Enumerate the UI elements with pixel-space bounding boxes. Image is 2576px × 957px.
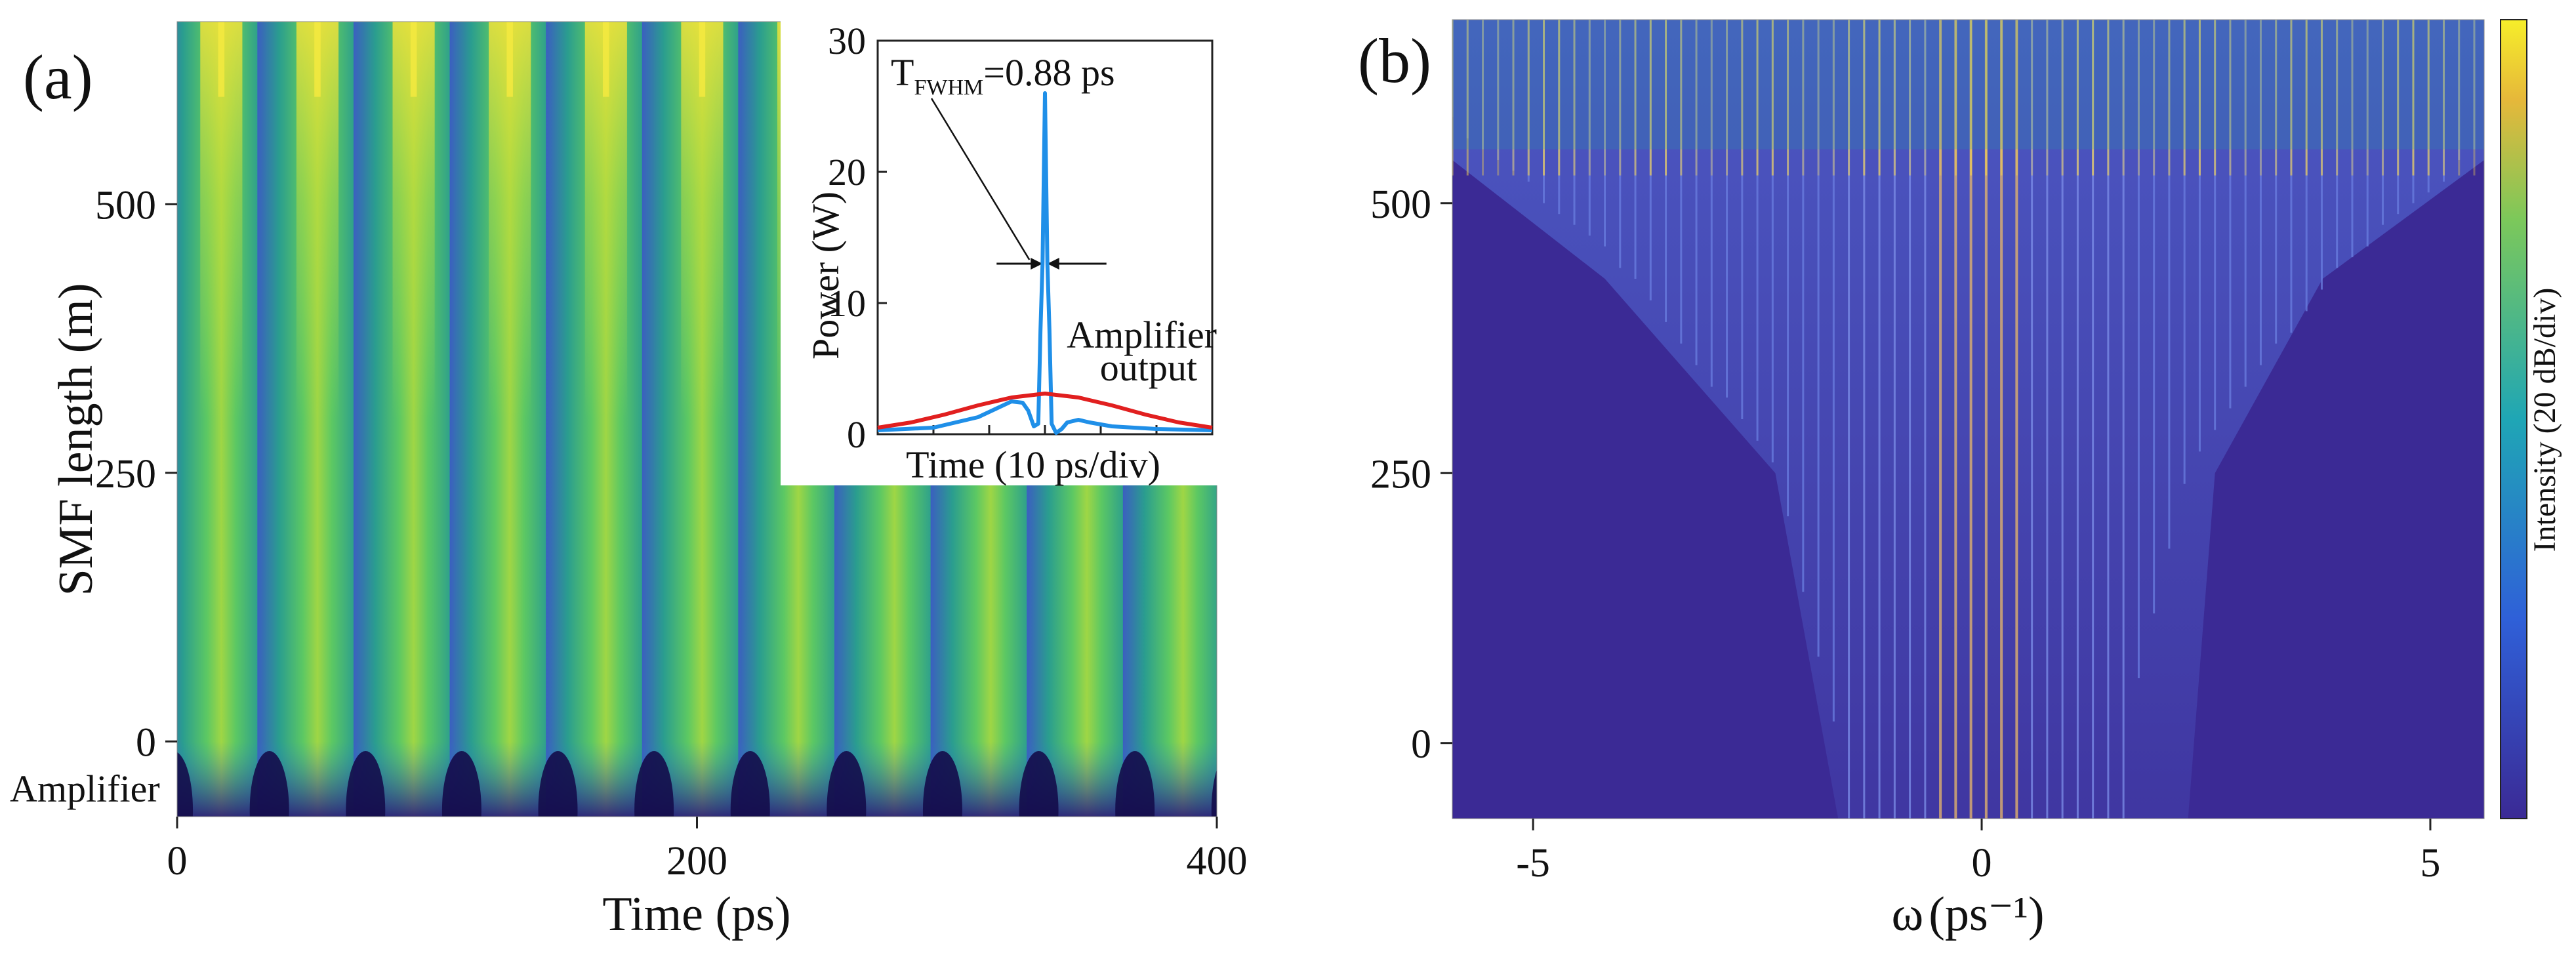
pulse-peak-line (410, 22, 417, 97)
fwhm-value: =0.88 ps (983, 51, 1114, 94)
plot-frame-b (1452, 19, 2485, 819)
inset-lines (877, 91, 1213, 435)
y-tick-label-a: 0 (136, 720, 156, 765)
inset-series-line (877, 91, 1213, 435)
fwhm-arrowhead-left (1031, 258, 1043, 270)
x-tick-label-a: 200 (666, 839, 727, 884)
x-tick-label-b: -5 (1516, 841, 1550, 886)
inset-amp-annotation-1: Amplifier (1067, 314, 1217, 356)
panel-label-b: (b) (1358, 26, 1431, 96)
amplifier-dip (177, 752, 194, 817)
inset-y-tick-label: 10 (828, 282, 866, 325)
amplifier-dip (1115, 751, 1155, 817)
inset-axes: 0 10 20 30 (828, 20, 1214, 456)
amplifier-region (177, 741, 1217, 817)
y-tick-label-a: 250 (95, 452, 156, 497)
x-axis-symbol-b: ω (1891, 887, 1923, 941)
inset-y-tick-label: 0 (847, 413, 866, 456)
y-tick-label-b: 0 (1411, 722, 1431, 767)
amplifier-dip (1019, 751, 1059, 817)
pulse-peak-line (218, 22, 225, 97)
inset-amp-annotation-2: output (1100, 346, 1197, 389)
inset-x-label: Time (10 ps/div) (906, 443, 1160, 486)
panel-b: -5 0 5 0 250 500 (b) ω (ps⁻¹) Intensity (20 dB… (1358, 19, 2562, 941)
amplifier-dip (634, 751, 674, 817)
amplifier-dip (249, 751, 289, 817)
fwhm-leader-line (930, 98, 1031, 260)
x-axis-units-b: (ps⁻¹) (1929, 887, 2044, 941)
x-axis-label-b: ω (ps⁻¹) (1891, 887, 2044, 941)
pulse-peak-line (603, 22, 609, 97)
x-tick-label-b: 0 (1972, 841, 1992, 886)
x-axis-label-a: Time (ps) (602, 887, 790, 941)
heatmap-b (1452, 20, 2484, 819)
y-tick-label-b: 250 (1370, 452, 1431, 497)
amplifier-dip (538, 751, 578, 817)
panel-label-a: (a) (23, 42, 93, 112)
y-tick-label-b: 500 (1370, 182, 1431, 227)
broadened-top-region (1452, 20, 2484, 150)
colorbar (2500, 19, 2527, 819)
fwhm-arrowhead-right (1047, 258, 1059, 270)
inset-y-tick-label: 30 (828, 20, 866, 62)
amplifier-label: Amplifier (10, 767, 160, 810)
inset-y-label: Power (W) (804, 192, 847, 359)
fwhm-subscript: FWHM (914, 75, 983, 100)
amplifier-dip (922, 751, 962, 817)
pulse-peak-line (314, 22, 321, 97)
x-tick-label-a: 400 (1187, 839, 1248, 884)
inset-fwhm-annotation: TFWHM=0.88 ps (891, 51, 1115, 100)
pulse-peak-line (506, 22, 513, 97)
inset-plot: 0 10 20 30 Power (W) Time (10 ps/div) TFWHM… (781, 0, 1227, 486)
y-axis-label-a: SMF length (m) (49, 283, 103, 596)
amplifier-dip (1211, 769, 1217, 817)
inset-y-tick-label: 20 (828, 151, 866, 193)
pulse-peak-line (699, 22, 706, 97)
fwhm-symbol: T (891, 51, 914, 94)
y-tick-label-a: 500 (95, 183, 156, 228)
axes-b: -5 0 5 0 250 500 (1370, 19, 2485, 886)
inset-series-line (877, 392, 1213, 430)
colorbar-label: Intensity (20 dB/div) (2527, 288, 2562, 552)
amplifier-dip (346, 751, 386, 817)
x-tick-label-b: 5 (2420, 841, 2440, 886)
amplifier-dip (441, 751, 481, 817)
amplifier-dip (827, 751, 867, 817)
spectral-broadening-region (1452, 20, 2484, 819)
amplifier-dip (730, 751, 770, 817)
x-tick-label-a: 0 (167, 839, 188, 884)
